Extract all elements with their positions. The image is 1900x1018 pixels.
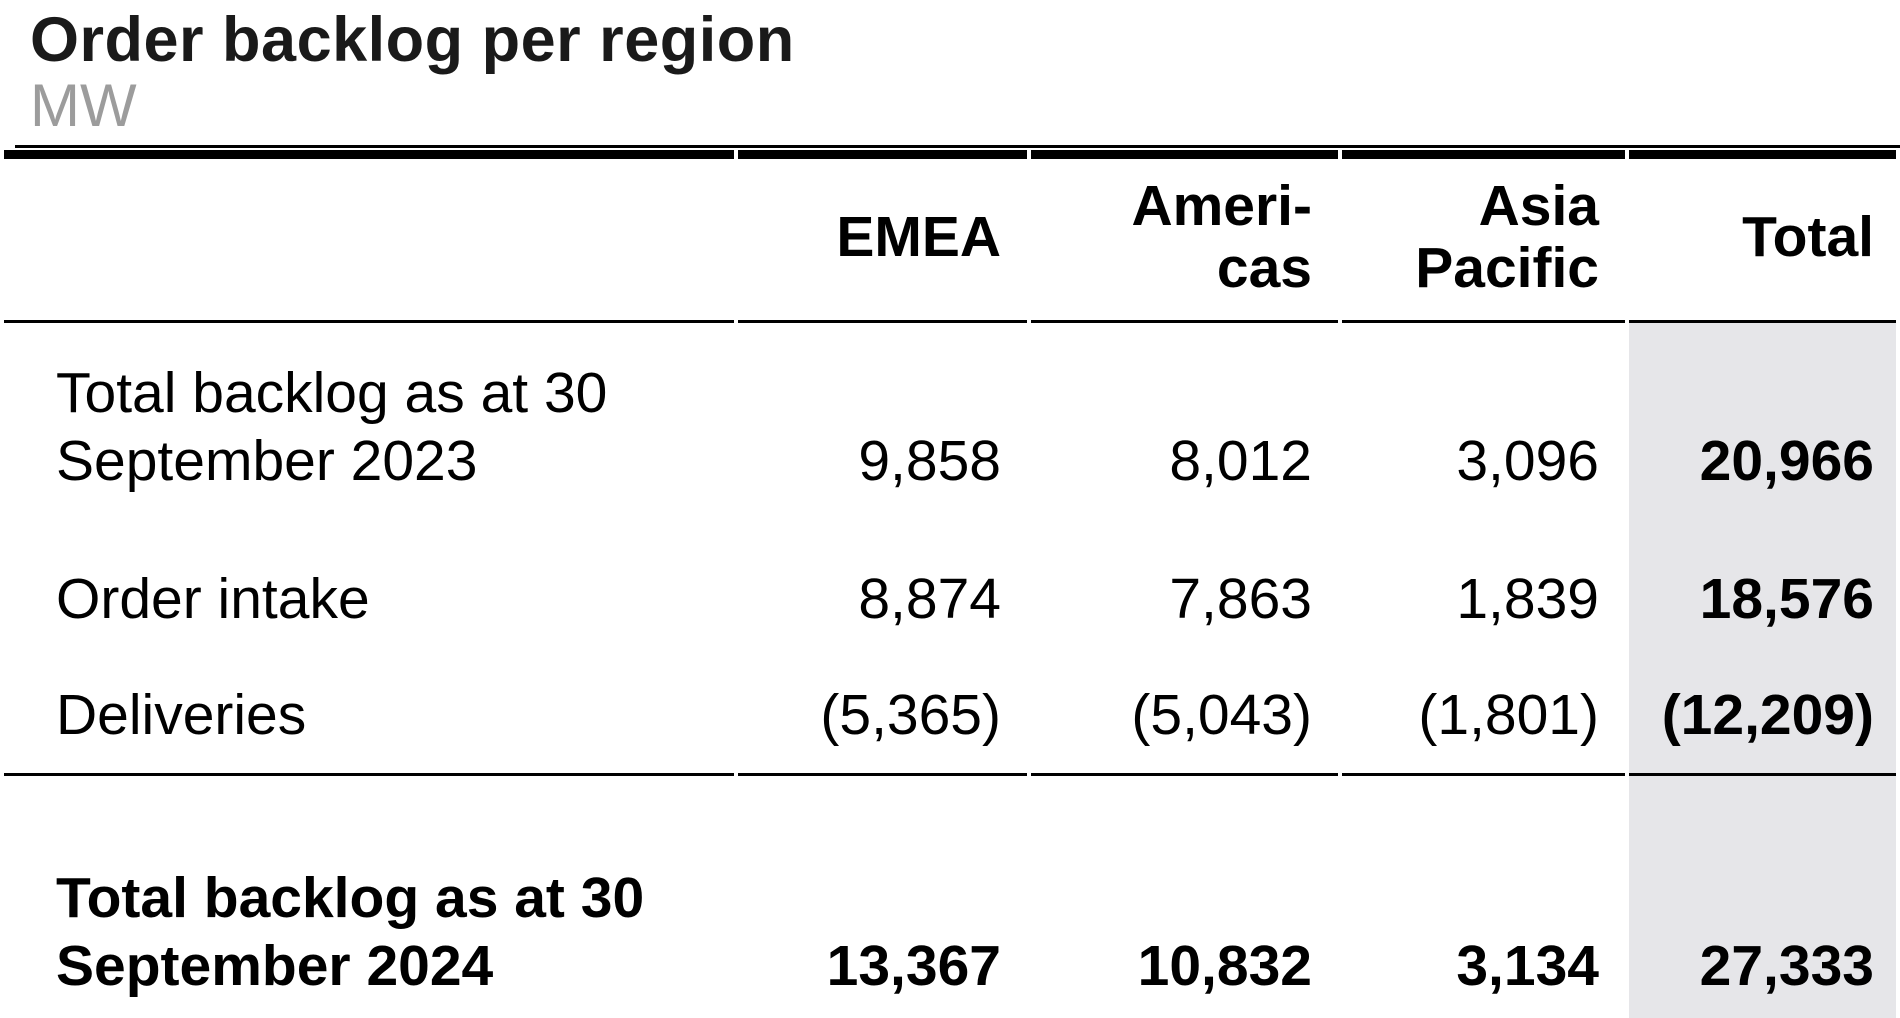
cell-asia-pacific: (1,801) [1342, 657, 1625, 776]
cell-total: 20,966 [1629, 323, 1896, 521]
table-row-order-intake: Order intake 8,874 7,863 1,839 18,576 [4, 521, 1896, 657]
table-top-rule [15, 145, 1900, 148]
order-backlog-table: EMEA Ameri- cas Asia Pacific Total Total… [0, 150, 1900, 1018]
cell-asia-pacific: 3,134 [1456, 934, 1599, 998]
column-header-americas: Ameri- cas [1031, 150, 1338, 323]
table-row-deliveries: Deliveries (5,365) (5,043) (1,801) (12,2… [4, 657, 1896, 776]
cell-emea: 13,367 [826, 934, 1001, 998]
header-row: EMEA Ameri- cas Asia Pacific Total [4, 150, 1896, 323]
cell-emea: (5,365) [738, 657, 1027, 776]
row-label: Deliveries [4, 657, 734, 776]
cell-total: 18,576 [1629, 521, 1896, 657]
row-label: Order intake [56, 567, 370, 631]
cell-asia-pacific: 3,096 [1456, 429, 1599, 493]
cell-total: (12,209) [1629, 657, 1896, 776]
cell-americas: 10,832 [1137, 934, 1312, 998]
cell-asia-pacific: 1,839 [1456, 567, 1599, 631]
page-title: Order backlog per region [30, 5, 795, 75]
cell-americas: 7,863 [1169, 567, 1312, 631]
row-label: Total backlog as at 30 September 2024 [56, 866, 645, 998]
column-header-emea: EMEA [738, 150, 1027, 323]
cell-total: 27,333 [1629, 776, 1896, 1018]
table-row-backlog-2023: Total backlog as at 30 September 2023 9,… [4, 323, 1896, 521]
cell-emea: 9,858 [858, 429, 1001, 493]
row-label: Total backlog as at 30 September 2023 [56, 361, 608, 493]
table-row-backlog-2024: Total backlog as at 30 September 2024 13… [4, 776, 1896, 1018]
column-header-asia-pacific: Asia Pacific [1342, 150, 1625, 323]
unit-label: MW [30, 72, 137, 139]
cell-americas: (5,043) [1031, 657, 1338, 776]
column-header-total: Total [1629, 150, 1896, 323]
cell-emea: 8,874 [858, 567, 1001, 631]
column-header-empty [4, 150, 734, 323]
cell-americas: 8,012 [1169, 429, 1312, 493]
